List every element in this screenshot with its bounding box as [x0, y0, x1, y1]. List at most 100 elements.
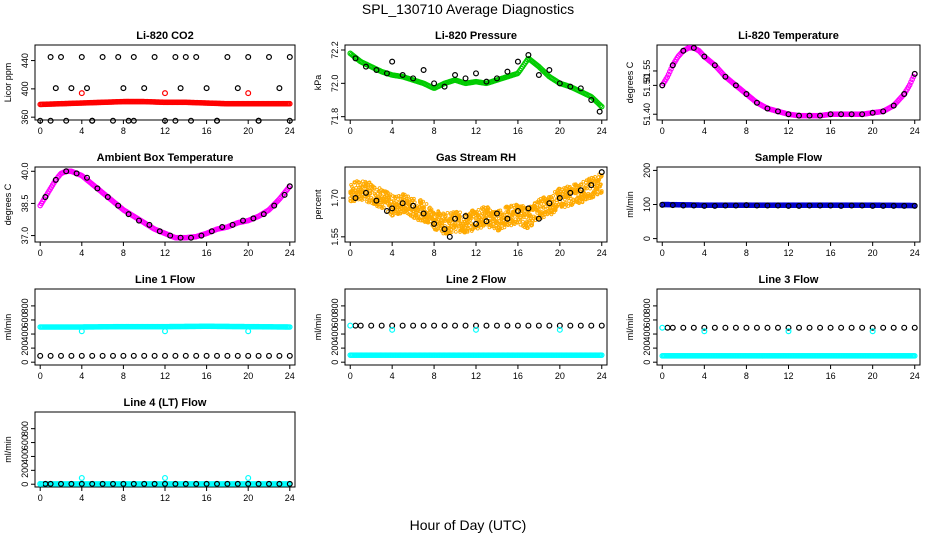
data-point	[109, 352, 116, 359]
data-point	[525, 51, 532, 58]
data-point	[462, 322, 469, 329]
data-point	[172, 54, 179, 61]
data-point	[518, 217, 523, 222]
data-point	[588, 96, 595, 103]
data-point	[711, 202, 718, 209]
data-point	[701, 202, 708, 209]
data-point	[459, 222, 463, 226]
data-point	[743, 91, 750, 98]
data-point	[234, 85, 241, 92]
data-point	[859, 324, 866, 331]
data-point	[551, 194, 555, 198]
y-axis-label: degrees C	[3, 183, 13, 225]
data-point	[94, 185, 101, 192]
data-point	[462, 75, 469, 82]
x-tick-label: 4	[702, 126, 707, 136]
data-point	[785, 111, 792, 118]
panel-1: Li-820 CO2 0 4 8 12 16 20 24 360 400 440 Licor ppm	[3, 30, 296, 136]
x-tick-label: 12	[783, 371, 793, 381]
data-point	[52, 85, 59, 92]
data-point	[669, 324, 676, 331]
data-point	[483, 78, 490, 85]
series-1	[659, 45, 918, 119]
data-point	[588, 322, 595, 329]
data-point	[464, 223, 468, 228]
data-point	[420, 210, 427, 217]
series-2	[37, 352, 293, 359]
data-point	[483, 218, 490, 225]
data-point	[389, 58, 396, 65]
data-point	[250, 215, 257, 222]
data-point	[443, 224, 447, 228]
x-tick-label: 20	[555, 371, 565, 381]
data-point	[901, 324, 908, 331]
plot-frame	[656, 44, 921, 121]
data-point	[890, 324, 897, 331]
data-point	[796, 112, 803, 119]
y-tick-label: 800	[20, 421, 30, 436]
data-point	[418, 198, 423, 202]
data-point	[162, 117, 169, 124]
y-tick-label: 0	[642, 360, 652, 365]
series-2	[352, 169, 605, 240]
series-1	[37, 98, 293, 108]
data-point	[504, 215, 511, 222]
data-point	[513, 217, 518, 222]
x-tick-label: 0	[660, 371, 665, 381]
series-1	[347, 352, 605, 358]
data-point	[497, 228, 502, 232]
x-tick-label: 0	[38, 126, 43, 136]
data-point	[167, 232, 174, 239]
x-tick-label: 24	[597, 248, 607, 258]
series-2	[42, 168, 293, 241]
data-point	[352, 55, 359, 62]
x-tick-label: 8	[744, 371, 749, 381]
data-point	[774, 324, 781, 331]
data-point	[659, 82, 666, 89]
data-point	[596, 108, 603, 115]
data-point	[63, 168, 70, 175]
data-point	[397, 194, 401, 198]
data-point	[276, 480, 283, 487]
data-point	[743, 202, 750, 209]
data-point	[563, 205, 567, 209]
data-point	[388, 192, 393, 197]
y-tick-label: 360	[20, 110, 30, 125]
data-point	[880, 202, 887, 209]
data-point	[286, 54, 293, 61]
x-tick-label: 0	[660, 248, 665, 258]
data-point	[774, 202, 781, 209]
y-tick-label: 400	[20, 81, 30, 96]
data-point	[130, 117, 137, 124]
data-point	[431, 220, 438, 227]
data-point	[595, 187, 600, 192]
data-point	[224, 480, 231, 487]
x-tick-label: 8	[432, 371, 437, 381]
x-tick-label: 8	[432, 248, 437, 258]
data-point	[99, 54, 106, 61]
data-point	[906, 82, 913, 88]
data-point	[214, 352, 221, 359]
data-point	[577, 187, 584, 194]
x-tick-label: 4	[79, 248, 84, 258]
data-point	[580, 199, 585, 204]
x-tick-label: 12	[160, 493, 170, 503]
data-point	[597, 177, 602, 182]
data-point	[452, 215, 459, 222]
data-point	[52, 176, 59, 183]
data-point	[450, 219, 455, 224]
data-point	[722, 202, 729, 209]
data-point	[817, 324, 824, 331]
data-point	[680, 324, 687, 331]
data-point	[573, 189, 577, 193]
x-tick-label: 4	[79, 126, 84, 136]
data-point	[37, 480, 44, 487]
x-tick-label: 12	[783, 248, 793, 258]
y-tick-label: 200	[642, 341, 652, 356]
data-point	[68, 352, 75, 359]
data-point	[182, 54, 189, 61]
data-point	[347, 322, 354, 329]
y-tick-label: 0	[20, 360, 30, 365]
